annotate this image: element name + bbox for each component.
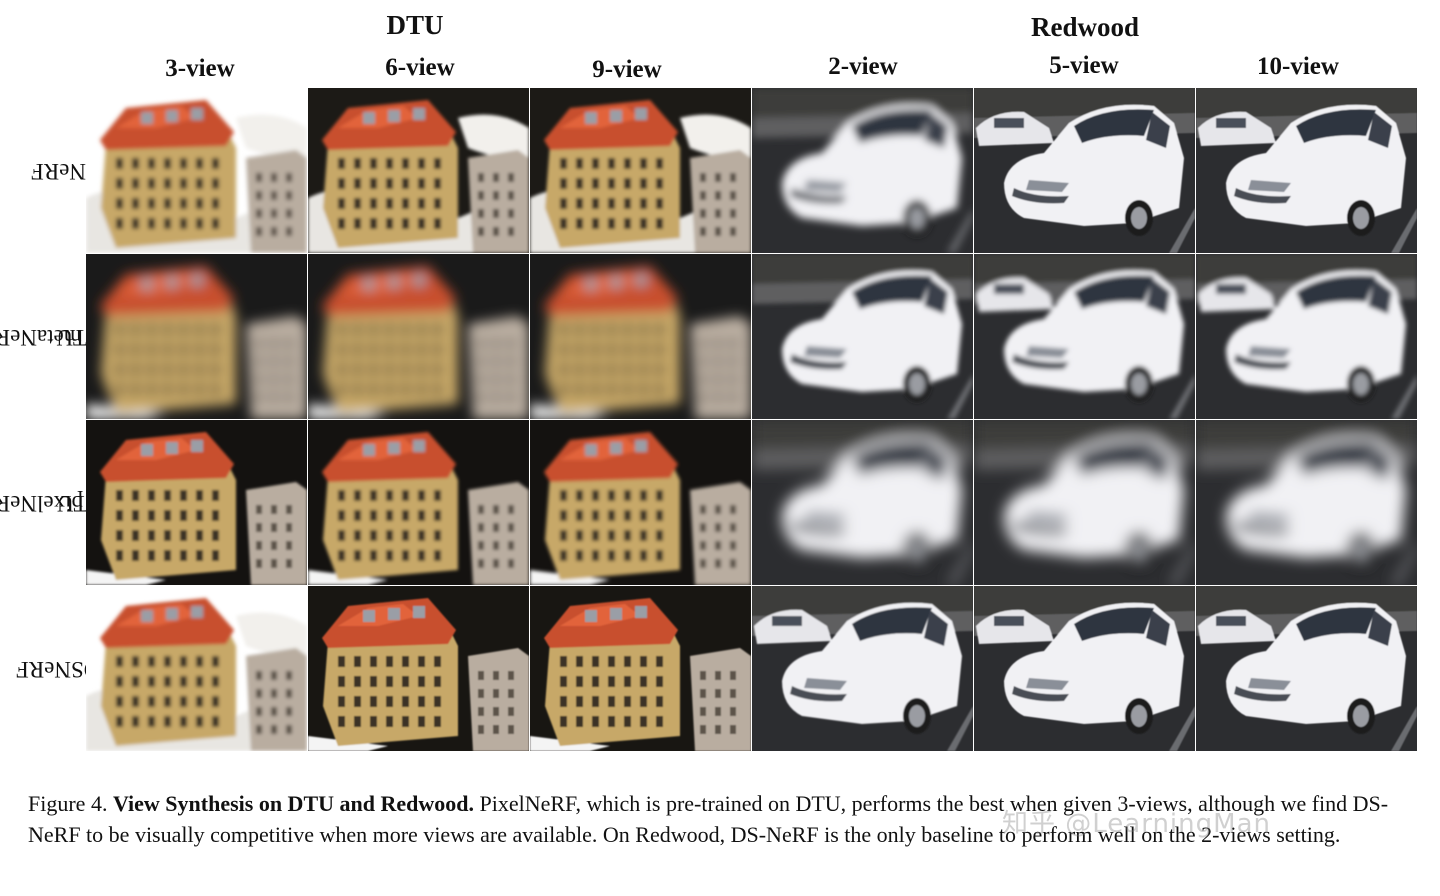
column-header-5-view: 5-view — [1049, 52, 1119, 79]
caption-title: View Synthesis on DTU and Redwood. — [112, 791, 474, 816]
result-image-dsnerf-2-view — [752, 586, 973, 751]
result-image-dsnerf-5-view — [974, 586, 1195, 751]
column-header-10-view: 10-view — [1257, 53, 1339, 80]
result-image-pixelnerf-dtu-6-view — [308, 420, 529, 585]
column-header-2-view: 2-view — [828, 53, 898, 80]
column-header-3-view: 3-view — [165, 55, 235, 82]
result-image-pixelnerf-dtu-3-view — [86, 420, 307, 585]
result-image-nerf-5-view — [974, 88, 1195, 253]
result-image-pixelnerf-dtu-9-view — [530, 420, 751, 585]
result-image-nerf-9-view — [530, 88, 751, 253]
row-label-pixelnerf-dtu: pixelNeRF-DTU — [0, 490, 112, 516]
result-image-dsnerf-10-view — [1196, 586, 1417, 751]
redwood-group-title: Redwood — [1030, 12, 1139, 42]
figure-caption: Figure 4. View Synthesis on DTU and Redw… — [28, 788, 1428, 850]
row-label-nerf: NeRF — [30, 158, 86, 184]
result-image-dsnerf-3-view — [86, 586, 307, 751]
result-image-nerf-6-view — [308, 88, 529, 253]
row-label-metanerf-dtu: metaNeRF-DTU — [0, 324, 112, 350]
result-image-nerf-3-view — [86, 88, 307, 253]
column-header-9-view: 9-view — [592, 56, 662, 83]
result-image-dsnerf-9-view — [530, 586, 751, 751]
column-header-6-view: 6-view — [385, 54, 455, 81]
result-image-metanerf-dtu-10-view — [1196, 254, 1417, 419]
result-image-nerf-2-view — [752, 88, 973, 253]
dtu-group-title: DTU — [386, 10, 444, 40]
result-image-metanerf-dtu-3-view — [86, 254, 307, 419]
figure-label: Figure 4. — [28, 791, 108, 816]
result-image-metanerf-dtu-5-view — [974, 254, 1195, 419]
result-image-pixelnerf-dtu-5-view — [974, 420, 1195, 585]
caption-body: PixelNeRF, which is pre-trained on DTU, … — [28, 791, 1389, 847]
result-image-pixelnerf-dtu-2-view — [752, 420, 973, 585]
result-image-nerf-10-view — [1196, 88, 1417, 253]
result-image-metanerf-dtu-2-view — [752, 254, 973, 419]
row-label-dsnerf: DSNeRF — [15, 656, 101, 682]
result-image-pixelnerf-dtu-10-view — [1196, 420, 1417, 585]
result-image-metanerf-dtu-9-view — [530, 254, 751, 419]
result-image-metanerf-dtu-6-view — [308, 254, 529, 419]
watermark-text: 知乎 @LearningMan — [1002, 809, 1271, 839]
result-image-dsnerf-6-view — [308, 586, 529, 751]
